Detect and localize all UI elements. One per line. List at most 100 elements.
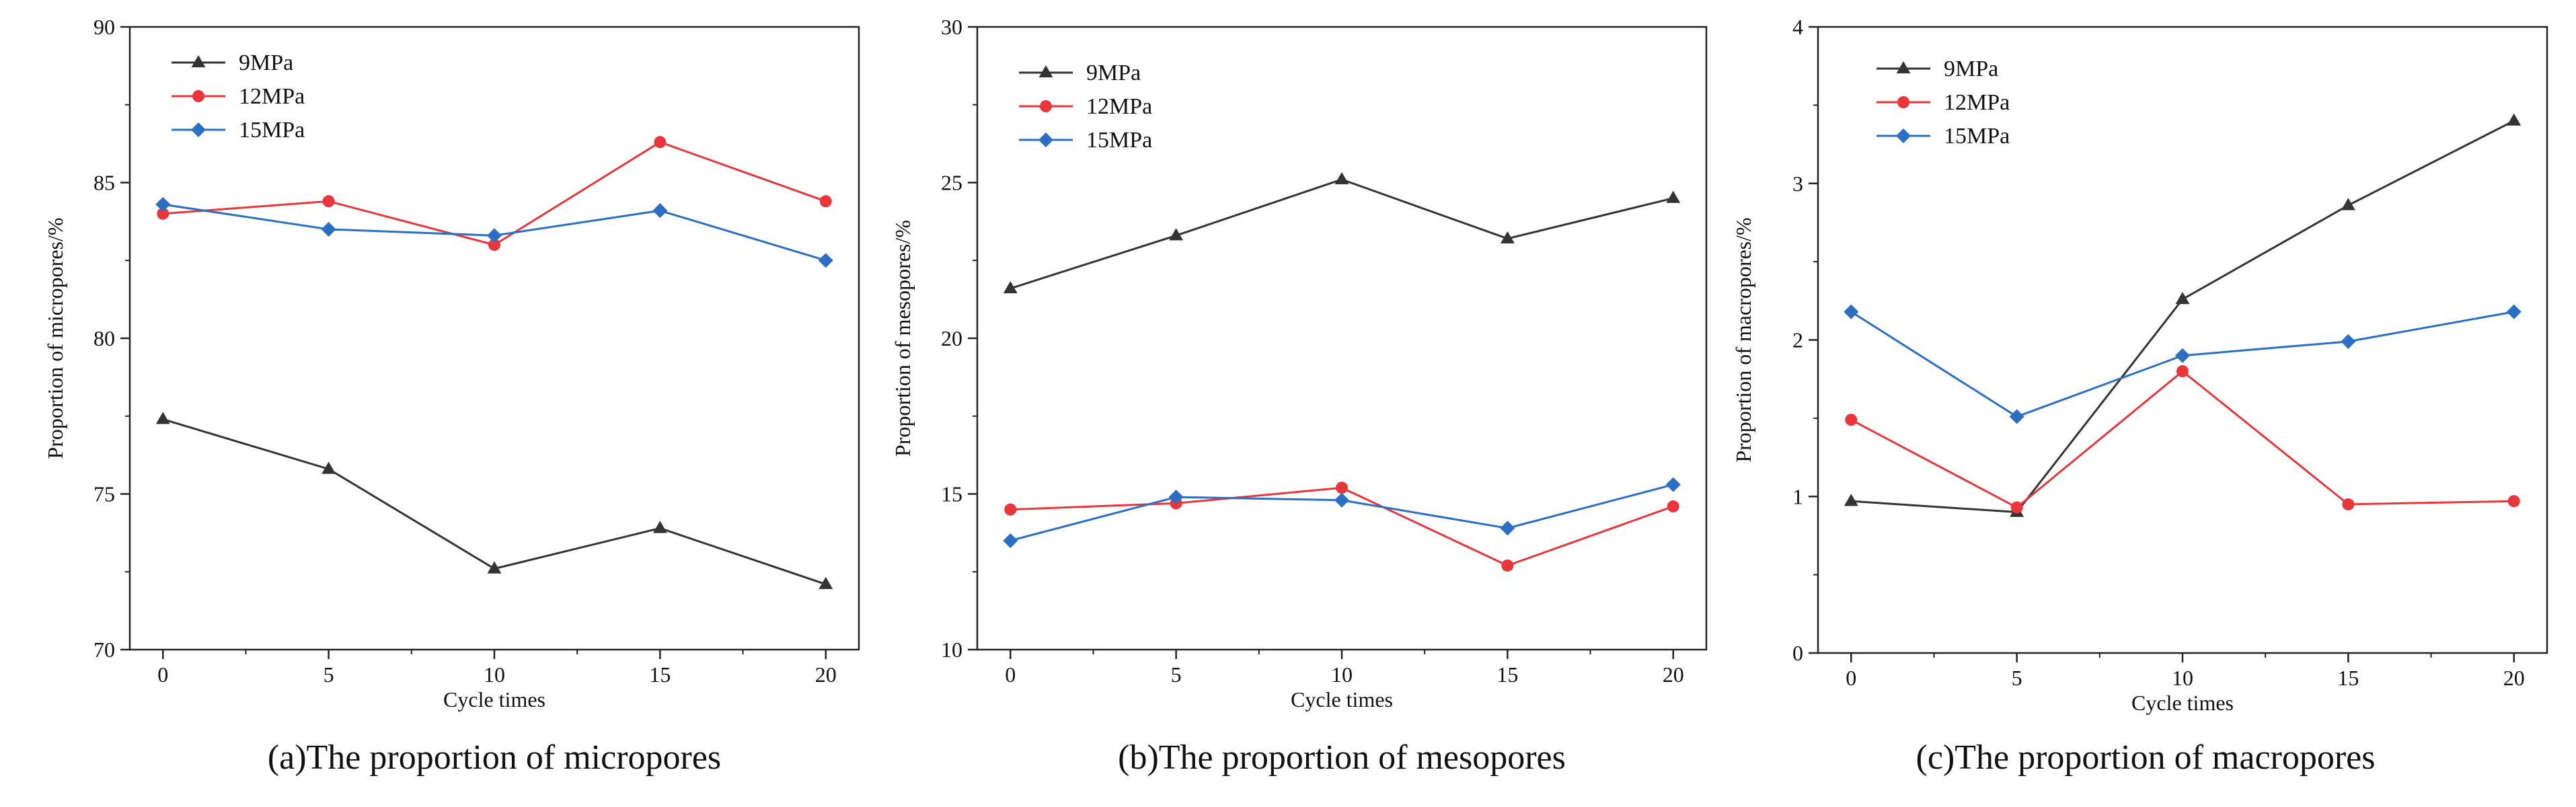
y-tick-label: 1 — [1792, 484, 1803, 508]
y-tick-label: 90 — [93, 15, 115, 39]
legend-marker — [191, 122, 206, 137]
legend-marker — [191, 55, 206, 68]
x-tick-label: 5 — [324, 662, 334, 687]
series-line-9MPa — [1851, 120, 2515, 514]
legend: 9MPa 12MPa 15MPa — [1877, 56, 2010, 149]
data-point-9MPa — [819, 576, 833, 589]
data-point-12MPa — [322, 195, 335, 208]
data-point-12MPa — [1336, 482, 1348, 494]
data-point-12MPa — [2010, 501, 2023, 514]
y-axis-label: Proportion of micropores/% — [43, 217, 67, 459]
x-tick-label: 5 — [1171, 662, 1182, 687]
y-tick-label: 15 — [941, 482, 962, 506]
legend-marker — [1896, 128, 1911, 143]
legend-label: 9MPa — [1944, 56, 1998, 81]
x-tick-label: 15 — [2337, 666, 2359, 690]
data-point-9MPa — [1169, 228, 1184, 241]
x-tick-label: 10 — [484, 662, 505, 687]
chart-caption: (b)The proportion of mesopores — [1118, 738, 1566, 777]
y-axis-label: Proportion of mesopores/% — [891, 220, 915, 457]
x-tick-label: 20 — [1663, 662, 1684, 687]
series-line-9MPa — [1010, 178, 1674, 290]
data-point-9MPa — [1666, 190, 1681, 203]
legend-label: 15MPa — [1086, 128, 1152, 153]
legend-label: 9MPa — [1086, 61, 1141, 85]
y-tick-label: 4 — [1792, 15, 1803, 39]
data-point-12MPa — [654, 136, 667, 149]
data-point-12MPa — [2342, 498, 2355, 510]
legend-label: 9MPa — [239, 50, 293, 75]
data-point-15MPa — [487, 228, 502, 243]
y-tick-label: 80 — [93, 326, 115, 350]
data-point-15MPa — [321, 221, 336, 237]
legend-label: 15MPa — [239, 118, 305, 143]
x-tick-label: 0 — [157, 662, 168, 687]
data-point-15MPa — [1003, 533, 1018, 548]
legend-marker — [1040, 100, 1052, 112]
data-point-15MPa — [1168, 490, 1184, 505]
data-point-15MPa — [1844, 304, 1859, 319]
x-tick-label: 10 — [2172, 666, 2193, 690]
data-point-12MPa — [1004, 503, 1017, 516]
series-line-9MPa — [162, 418, 827, 586]
data-point-12MPa — [1845, 414, 1858, 426]
legend-marker — [192, 90, 204, 102]
y-tick-label: 0 — [1792, 641, 1803, 665]
chart-panel-1: 70 75 80 85 90 0 5 10 15 20 Cycle times Proportion … — [43, 15, 860, 777]
plot-frame — [1817, 26, 2548, 654]
data-point-15MPa — [2175, 348, 2190, 363]
data-point-12MPa — [157, 207, 169, 220]
data-point-9MPa — [652, 521, 667, 533]
data-point-9MPa — [1003, 280, 1018, 294]
data-point-15MPa — [2341, 334, 2356, 349]
y-tick-label: 75 — [93, 482, 115, 506]
data-point-15MPa — [652, 203, 668, 219]
legend: 9MPa 12MPa 15MPa — [1019, 61, 1152, 153]
y-tick-label: 30 — [941, 15, 962, 39]
legend-marker — [1038, 132, 1053, 147]
legend-label: 12MPa — [1086, 94, 1152, 119]
x-axis-label: Cycle times — [2131, 691, 2234, 715]
x-tick-label: 15 — [1497, 662, 1518, 687]
data-point-12MPa — [1501, 559, 1514, 572]
data-point-9MPa — [1500, 231, 1515, 243]
data-point-15MPa — [1500, 521, 1515, 536]
data-point-12MPa — [488, 239, 500, 252]
data-point-15MPa — [1665, 477, 1681, 492]
legend: 9MPa 12MPa 15MPa — [172, 50, 305, 143]
legend-label: 12MPa — [1944, 90, 2010, 115]
data-point-9MPa — [1334, 171, 1349, 185]
data-point-15MPa — [2009, 409, 2024, 424]
legend-marker — [1896, 61, 1911, 74]
plot-frame — [976, 26, 1708, 651]
legend-marker — [1038, 65, 1053, 78]
x-axis-label: Cycle times — [1291, 687, 1393, 712]
y-tick-label: 3 — [1792, 171, 1803, 196]
y-tick-label: 85 — [93, 171, 115, 195]
data-point-15MPa — [155, 196, 171, 212]
data-point-9MPa — [2507, 113, 2522, 126]
x-tick-label: 20 — [2503, 666, 2525, 690]
chart-caption: (a)The proportion of micropores — [268, 738, 721, 777]
chart-panel-3: 0 1 2 3 4 0 5 10 15 20 Cycle times Proportion of ma… — [1731, 15, 2548, 777]
x-tick-label: 15 — [649, 662, 671, 687]
data-point-15MPa — [1334, 492, 1349, 508]
y-tick-label: 20 — [941, 326, 962, 350]
data-point-12MPa — [2176, 365, 2189, 378]
data-point-15MPa — [818, 253, 833, 268]
data-point-12MPa — [2507, 495, 2520, 508]
data-point-9MPa — [487, 561, 502, 574]
series-line-12MPa — [1850, 370, 2514, 509]
data-point-12MPa — [1667, 500, 1679, 513]
x-tick-label: 0 — [1005, 662, 1016, 687]
x-axis-label: Cycle times — [443, 687, 545, 712]
x-tick-label: 5 — [2012, 666, 2022, 690]
x-tick-label: 10 — [1331, 662, 1353, 687]
data-point-12MPa — [819, 195, 832, 208]
data-point-9MPa — [2341, 198, 2355, 210]
data-point-9MPa — [1844, 494, 1858, 506]
data-point-15MPa — [2506, 304, 2522, 319]
legend-marker — [1897, 96, 1909, 108]
y-axis-label: Proportion of macropores/% — [1731, 217, 1755, 462]
